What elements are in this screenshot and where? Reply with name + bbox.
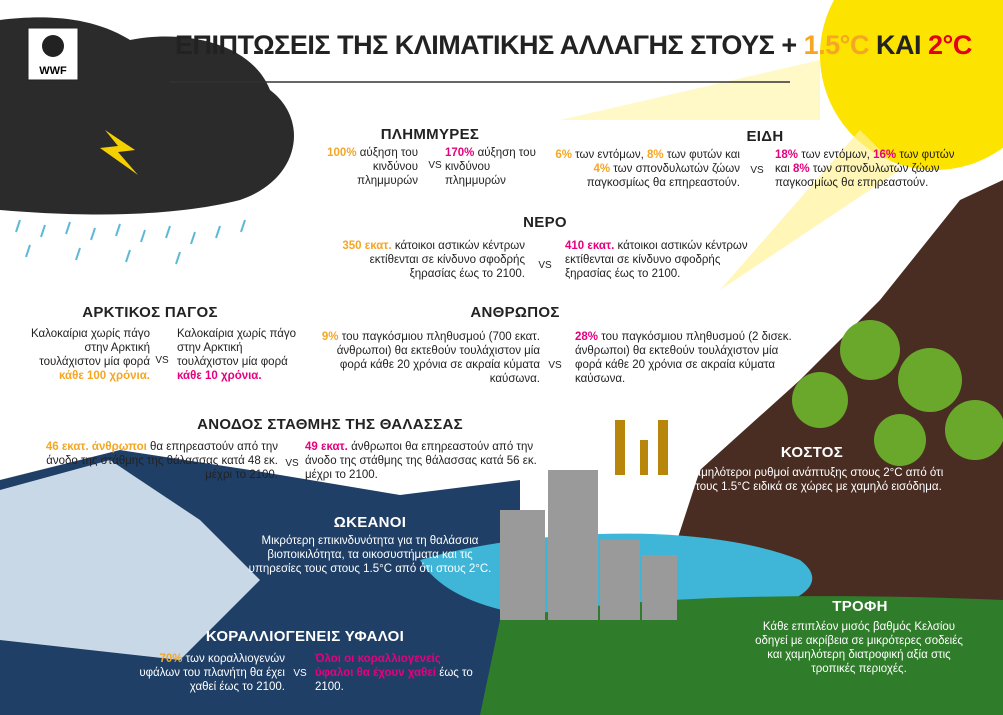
- left-text: 9% του παγκόσμιου πληθυσμού (700 εκατ. ά…: [312, 330, 540, 386]
- text-part: αύξηση του κινδύνου πλημμυρών: [445, 147, 536, 187]
- header-title: ΕΠΙΠΤΩΣΕΙΣ ΤΗΣ ΚΛΙΜΑΤΙΚΗΣ ΑΛΛΑΓΗΣ ΣΤΟΥΣ …: [175, 30, 972, 61]
- highlight: 9%: [321, 331, 339, 343]
- highlight: 8%: [793, 163, 810, 175]
- text-part: κάτοικοι αστικών κέντρων εκτίθενται σε κ…: [565, 240, 748, 280]
- text-part: των εντόμων,: [798, 149, 874, 161]
- vs-label: VS: [538, 260, 552, 271]
- vs-label: VS: [548, 360, 562, 371]
- text-part: των σπονδυλωτών ζώων παγκοσμίως θα επηρε…: [586, 163, 740, 189]
- left-text: 70% των κοραλλιογενών υφάλων του πλανήτη…: [130, 652, 285, 694]
- highlight: 49 εκατ.: [305, 441, 348, 453]
- title-part: 1.5°C: [803, 30, 870, 60]
- section-title: ΑΝΘΡΩΠΟΣ: [470, 304, 560, 321]
- text-part: του παγκόσμιου πληθυσμού (700 εκατ. άνθρ…: [336, 331, 540, 385]
- vs-label: VS: [750, 165, 764, 176]
- iceberg: [0, 460, 260, 660]
- highlight: 16%: [873, 149, 897, 161]
- vs-label: VS: [428, 160, 442, 171]
- section-title: ΚΟΣΤΟΣ: [780, 444, 844, 461]
- section-title: ΚΟΡΑΛΛΙΟΓΕΝΕΙΣ ΥΦΑΛΟΙ: [205, 628, 405, 645]
- right-text: 170% αύξηση του κινδύνου πλημμυρών: [445, 146, 545, 188]
- trees: [792, 320, 1003, 466]
- sun: [820, 0, 1003, 170]
- text-part: αύξηση του κινδύνου πλημμυρών: [356, 147, 418, 187]
- panda: [42, 35, 64, 57]
- left-text: Καλοκαίρια χωρίς πάγο στην Αρκτική τουλά…: [25, 327, 150, 383]
- field: [480, 596, 1003, 715]
- section-text: Χαμηλότεροι ρυθμοί ανάπτυξης στους 2°C α…: [686, 467, 944, 493]
- section-title: ΩΚΕΑΝΟΙ: [333, 514, 407, 531]
- logo-text: WWF: [39, 65, 67, 77]
- text-part: των κοραλλιογενών υφάλων του πλανήτη θα …: [139, 653, 285, 693]
- highlight: 170%: [445, 147, 475, 159]
- section-text: Κάθε επιπλέον μισός βαθμός Κελσίου οδηγε…: [755, 621, 963, 675]
- highlight: 4%: [593, 163, 611, 175]
- section-title: ΑΝΟΔΟΣ ΣΤΑΘΜΗΣ ΤΗΣ ΘΑΛΑΣΣΑΣ: [197, 416, 463, 433]
- highlight: 100%: [327, 147, 357, 159]
- section-title: ΤΡΟΦΗ: [832, 598, 888, 615]
- text-part: των φυτών και: [663, 149, 740, 161]
- right-text: 49 εκατ. άνθρωποι θα επηρεαστούν από την…: [305, 440, 545, 482]
- sun-ray: [560, 60, 820, 120]
- highlight: 18%: [775, 149, 799, 161]
- vs-label: VS: [285, 458, 299, 469]
- highlight: 70%: [159, 653, 183, 665]
- title-part: ΕΠΙΠΤΩΣΕΙΣ ΤΗΣ ΚΛΙΜΑΤΙΚΗΣ ΑΛΛΑΓΗΣ ΣΤΟΥΣ …: [175, 30, 797, 60]
- highlight: κάθε 100 χρόνια.: [59, 370, 150, 382]
- highlight: 28%: [575, 331, 599, 343]
- highlight: 6%: [555, 149, 572, 161]
- right-text: Όλοι οι κοραλλιογενείς ύφαλοι θα έχουν χ…: [315, 652, 475, 694]
- city: [500, 470, 677, 620]
- highlight: 46 εκατ. άνθρωποι: [45, 441, 147, 453]
- highlight: κάθε 10 χρόνια.: [177, 370, 262, 382]
- section-title: ΕΙΔΗ: [746, 128, 784, 145]
- left-text: 100% αύξηση του κινδύνου πλημμυρών: [318, 146, 418, 188]
- right-text: Καλοκαίρια χωρίς πάγο στην Αρκτική τουλά…: [177, 327, 302, 383]
- section-title: ΝΕΡΟ: [523, 214, 567, 231]
- right-text: 18% των εντόμων, 16% των φυτών και 8% τω…: [775, 148, 955, 190]
- left-text: 350 εκατ. κάτοικοι αστικών κέντρων εκτίθ…: [325, 239, 525, 281]
- right-text: 28% του παγκόσμιου πληθυσμού (2 δισεκ. ά…: [575, 330, 803, 386]
- text-part: του παγκόσμιου πληθυσμού (2 δισεκ. άνθρω…: [575, 331, 792, 385]
- sun-ray: [720, 130, 900, 290]
- section-title: ΠΛΗΜΜΥΡΕΣ: [380, 126, 480, 143]
- section-title: ΑΡΚΤΙΚΟΣ ΠΑΓΟΣ: [82, 304, 218, 321]
- left-text: 46 εκατ. άνθρωποι θα επηρεαστούν από την…: [40, 440, 278, 482]
- title-part: ΚΑΙ: [875, 30, 922, 60]
- highlight: 8%: [647, 149, 664, 161]
- highlight: 410 εκατ.: [565, 240, 615, 252]
- text-part: Καλοκαίρια χωρίς πάγο στην Αρκτική τουλά…: [30, 328, 150, 368]
- text-part: Καλοκαίρια χωρίς πάγο στην Αρκτική τουλά…: [177, 328, 297, 368]
- text-part: άνθρωποι θα επηρεαστούν από την άνοδο τη…: [305, 441, 537, 481]
- vs-label: VS: [293, 668, 307, 679]
- text-part: των σπονδυλωτών ζώων παγκοσμίως θα επηρε…: [775, 163, 940, 189]
- title-part: 2°C: [928, 30, 972, 60]
- lightning: [100, 130, 138, 175]
- right-text: 410 εκατ. κάτοικοι αστικών κέντρων εκτίθ…: [565, 239, 765, 281]
- vs-label: VS: [155, 355, 169, 366]
- section-text: Μικρότερη επικινδυνότητα για τη θαλάσσια…: [248, 535, 492, 575]
- family: [615, 420, 668, 475]
- left-text: 6% των εντόμων, 8% των φυτών και 4% των …: [555, 148, 740, 190]
- rain: [15, 219, 246, 265]
- text-part: θα επηρεαστούν από την άνοδο της στάθμης…: [46, 441, 278, 481]
- highlight: Όλοι οι κοραλλιογενείς ύφαλοι θα έχουν χ…: [315, 653, 441, 679]
- text-part: κάτοικοι αστικών κέντρων εκτίθενται σε κ…: [369, 240, 525, 280]
- text-part: έως το 2100.: [315, 667, 473, 693]
- highlight: 350 εκατ.: [342, 240, 392, 252]
- text-part: των εντόμων,: [571, 149, 647, 161]
- text-part: των φυτών και: [775, 149, 955, 175]
